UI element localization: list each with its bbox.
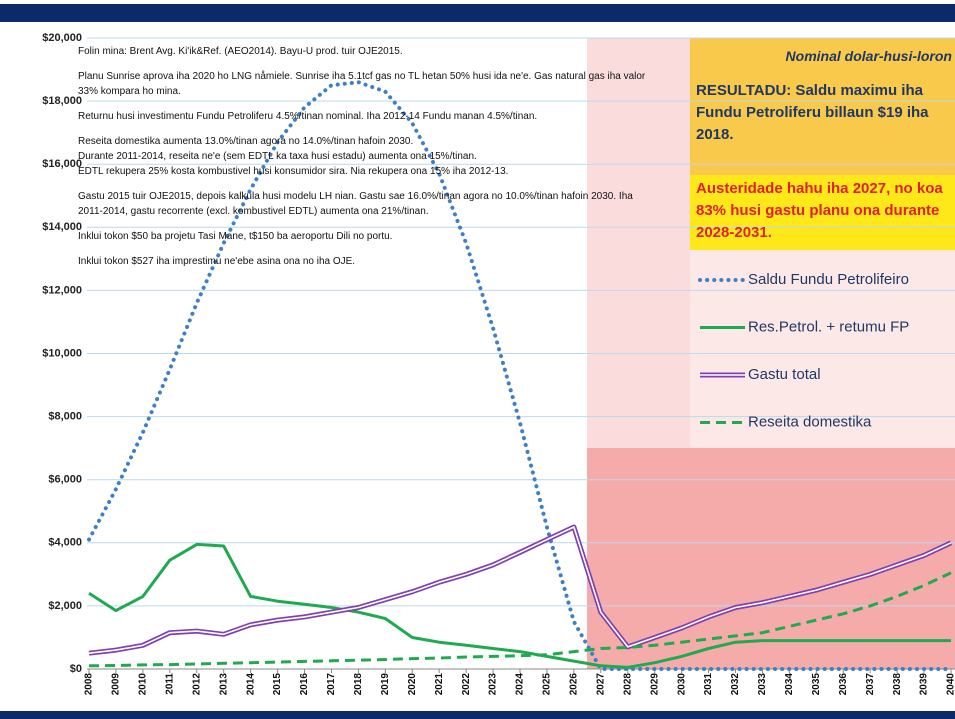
x-tick-label: 2008	[84, 673, 95, 696]
x-tick-label: 2018	[353, 673, 364, 696]
subtitle: Nominal dolar-husi-loron	[785, 48, 952, 64]
note-line: Planu Sunrise aprova iha 2020 ho LNG nåm…	[78, 71, 646, 97]
note-line: Inklui tokon $527 iha imprestimu ne'ebe …	[78, 256, 356, 267]
y-tick-label: $16,000	[42, 158, 82, 170]
x-tick-label: 2040	[946, 673, 955, 696]
bottom-bar	[0, 711, 955, 719]
y-tick-label: $6,000	[48, 474, 82, 486]
note: Planu Sunrise aprova iha 2020 ho LNG nåm…	[78, 69, 653, 99]
note-line: Gastu 2015 tuir OJE2015, depois kalkula …	[78, 191, 633, 217]
x-tick-label: 2013	[218, 673, 229, 696]
note-line: Durante 2011-2014, reseita ne'e (sem EDT…	[78, 151, 477, 162]
x-tick-label: 2037	[865, 673, 876, 696]
austerity-box	[690, 175, 955, 250]
note: Inklui tokon $527 iha imprestimu ne'ebe …	[78, 254, 653, 269]
x-tick-label: 2012	[191, 673, 202, 696]
top-bar	[0, 4, 955, 22]
x-tick-label: 2023	[488, 673, 499, 696]
notes: Folin mina: Brent Avg. Ki'ik&Ref. (AEO20…	[78, 44, 653, 279]
x-tick-label: 2016	[299, 673, 310, 696]
y-tick-label: $14,000	[42, 221, 82, 233]
y-tick-label: $12,000	[42, 284, 82, 296]
series-line	[87, 80, 953, 671]
x-tick-label: 2030	[676, 673, 687, 696]
note-line: Returnu husi investimentu Fundu Petrolif…	[78, 111, 538, 122]
x-tick-label: 2027	[595, 673, 606, 696]
legend-box	[690, 250, 955, 448]
note-line: Folin mina: Brent Avg. Ki'ik&Ref. (AEO20…	[78, 46, 403, 57]
x-tick-label: 2010	[138, 673, 149, 696]
series-line-inner	[88, 526, 952, 654]
x-tick-label: 2011	[164, 673, 175, 695]
y-tick-label: $20,000	[42, 32, 82, 44]
note: Folin mina: Brent Avg. Ki'ik&Ref. (AEO20…	[78, 44, 653, 59]
shade-austerity	[587, 448, 955, 669]
x-tick-label: 2029	[649, 673, 660, 696]
x-tick-label: 2020	[407, 673, 418, 696]
note: Reseita domestika aumenta 13.0%/tinan ag…	[78, 134, 653, 179]
note-line: Reseita domestika aumenta 13.0%/tinan ag…	[78, 136, 414, 147]
x-tick-label: 2036	[838, 673, 849, 696]
x-tick-label: 2035	[811, 673, 822, 696]
note-line: EDTL rekupera 25% kosta kombustivel husi…	[78, 166, 509, 177]
x-tick-label: 2038	[892, 673, 903, 696]
x-tick-label: 2009	[111, 673, 122, 696]
series-line	[88, 542, 951, 669]
x-tick-label: 2033	[757, 673, 768, 696]
y-tick-label: $18,000	[42, 95, 82, 107]
legend-label: Res.Petrol. + retumu FP	[748, 318, 909, 335]
legend-label: Saldu Fundu Petrolifeiro	[748, 271, 909, 288]
x-tick-label: 2022	[461, 673, 472, 696]
result-box	[690, 38, 955, 175]
x-tick-label: 2015	[272, 673, 283, 696]
note: Gastu 2015 tuir OJE2015, depois kalkula …	[78, 189, 653, 219]
y-tick-label: $0	[70, 663, 82, 675]
note: Inklui tokon $50 ba projetu Tasi Mane, t…	[78, 229, 653, 244]
y-tick-label: $2,000	[48, 600, 82, 612]
result-text: RESULTADU: Saldu maximu iha Fundu Petrol…	[696, 82, 929, 143]
note: Returnu husi investimentu Fundu Petrolif…	[78, 109, 653, 124]
x-tick-label: 2025	[542, 673, 553, 696]
x-tick-label: 2032	[730, 673, 741, 696]
x-tick-label: 2039	[919, 673, 930, 696]
legend-label: Reseita domestika	[748, 413, 872, 430]
x-tick-label: 2031	[703, 673, 714, 696]
x-tick-label: 2019	[380, 673, 391, 696]
series-line	[88, 571, 952, 668]
x-tick-label: 2028	[622, 673, 633, 696]
y-tick-label: $4,000	[48, 537, 82, 549]
x-tick-label: 2017	[326, 673, 337, 696]
x-tick-label: 2014	[245, 673, 256, 696]
x-tick-label: 2024	[515, 673, 526, 696]
note-line: Inklui tokon $50 ba projetu Tasi Mane, t…	[78, 231, 393, 242]
x-tick-label: 2026	[569, 673, 580, 696]
legend-label: Gastu total	[748, 366, 821, 383]
y-tick-label: $8,000	[48, 411, 82, 423]
y-tick-label: $10,000	[42, 347, 82, 359]
austerity-text: Austeridade hahu iha 2027, no koa 83% hu…	[696, 180, 943, 241]
x-tick-label: 2021	[434, 673, 445, 696]
x-tick-label: 2034	[784, 673, 795, 696]
